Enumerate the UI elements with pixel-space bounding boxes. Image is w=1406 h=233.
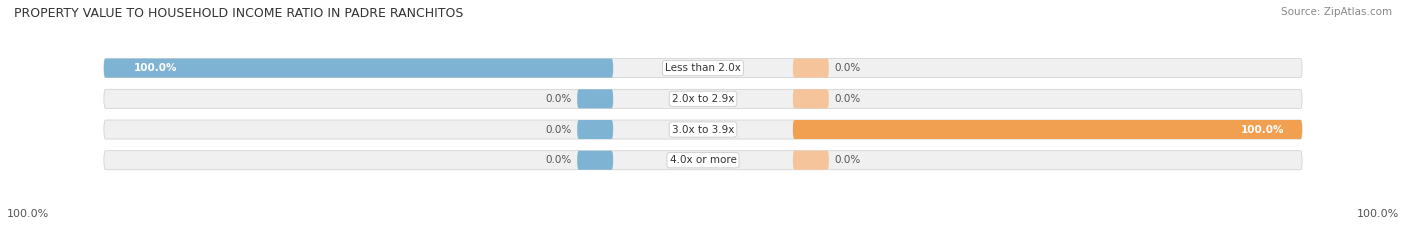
- FancyBboxPatch shape: [793, 58, 828, 78]
- FancyBboxPatch shape: [104, 120, 1302, 139]
- FancyBboxPatch shape: [578, 89, 613, 108]
- Text: 0.0%: 0.0%: [835, 155, 860, 165]
- Text: 0.0%: 0.0%: [546, 94, 571, 104]
- FancyBboxPatch shape: [793, 89, 828, 108]
- Text: 100.0%: 100.0%: [7, 209, 49, 219]
- Text: 2.0x to 2.9x: 2.0x to 2.9x: [672, 94, 734, 104]
- Text: 0.0%: 0.0%: [546, 155, 571, 165]
- Text: 0.0%: 0.0%: [546, 124, 571, 134]
- FancyBboxPatch shape: [104, 89, 1302, 108]
- FancyBboxPatch shape: [793, 151, 828, 170]
- Text: 100.0%: 100.0%: [1240, 124, 1284, 134]
- Text: 0.0%: 0.0%: [835, 94, 860, 104]
- FancyBboxPatch shape: [578, 120, 613, 139]
- FancyBboxPatch shape: [104, 58, 1302, 78]
- Text: 3.0x to 3.9x: 3.0x to 3.9x: [672, 124, 734, 134]
- Text: PROPERTY VALUE TO HOUSEHOLD INCOME RATIO IN PADRE RANCHITOS: PROPERTY VALUE TO HOUSEHOLD INCOME RATIO…: [14, 7, 464, 20]
- Text: Less than 2.0x: Less than 2.0x: [665, 63, 741, 73]
- Text: Source: ZipAtlas.com: Source: ZipAtlas.com: [1281, 7, 1392, 17]
- FancyBboxPatch shape: [104, 58, 613, 78]
- Text: 100.0%: 100.0%: [1357, 209, 1399, 219]
- FancyBboxPatch shape: [578, 151, 613, 170]
- Text: 100.0%: 100.0%: [134, 63, 177, 73]
- Text: 4.0x or more: 4.0x or more: [669, 155, 737, 165]
- Text: 0.0%: 0.0%: [835, 63, 860, 73]
- FancyBboxPatch shape: [104, 151, 1302, 170]
- FancyBboxPatch shape: [793, 120, 1302, 139]
